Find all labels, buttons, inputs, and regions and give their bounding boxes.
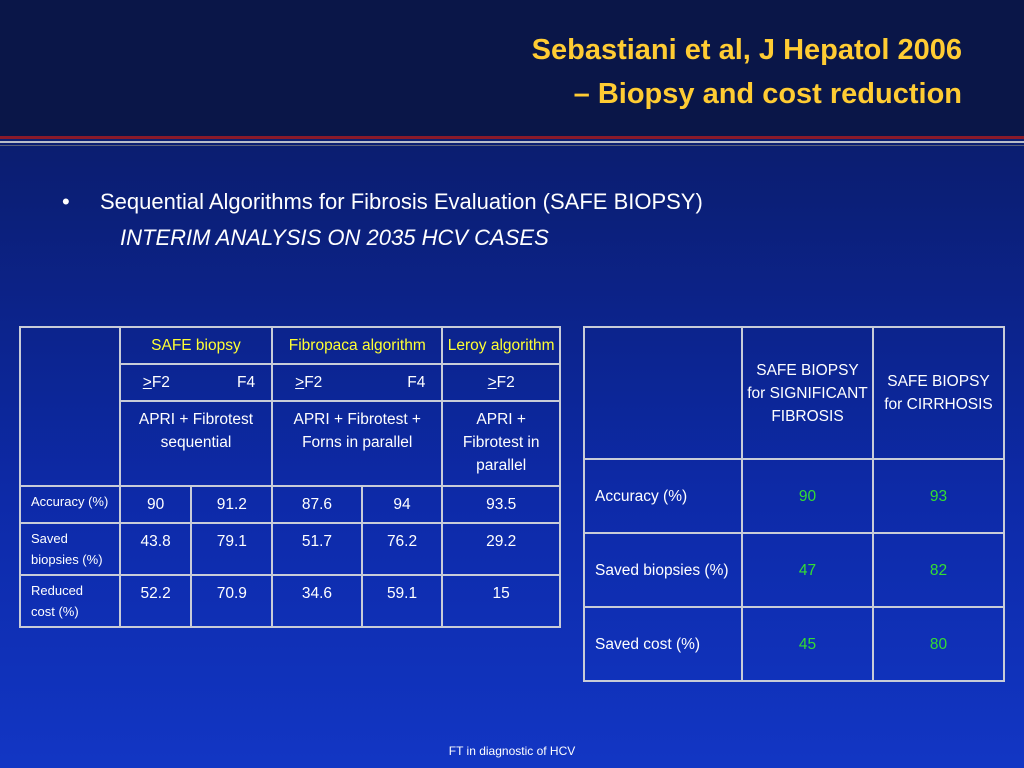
table-cell: 94 xyxy=(360,485,444,524)
threshold-safe: >F2 F4 xyxy=(118,363,274,402)
divider-silver xyxy=(0,141,1024,143)
table-cell: 79.1 xyxy=(190,522,274,576)
bullet-subtext: INTERIM ANALYSIS ON 2035 HCV CASES xyxy=(120,225,549,250)
row-label: Saved cost (%) xyxy=(583,606,743,682)
bullet-text: Sequential Algorithms for Fibrosis Evalu… xyxy=(100,189,703,214)
slide-title: Sebastiani et al, J Hepatol 2006 – Biops… xyxy=(532,28,962,116)
header-fibropaca: Fibropaca algorithm xyxy=(271,326,444,365)
table-threshold-row: >F2 F4 >F2 F4 >F2 xyxy=(20,363,561,402)
threshold-leroy: >F2 xyxy=(441,363,561,402)
table-cell: 76.2 xyxy=(360,522,444,576)
table-cell: 93 xyxy=(872,458,1005,534)
row-label: Accuracy (%) xyxy=(19,485,121,524)
header-leroy: Leroy algorithm xyxy=(441,326,561,365)
table-cell: 82 xyxy=(872,532,1005,608)
divider-red xyxy=(0,136,1024,139)
table-cell: 90 xyxy=(118,485,193,524)
threshold-label: F4 xyxy=(407,374,426,391)
table-cell: 70.9 xyxy=(190,574,274,628)
header-safe-biopsy: SAFE biopsy xyxy=(118,326,274,365)
safe-biopsy-results-table: SAFE BIOPSY for SIGNIFICANT FIBROSIS SAF… xyxy=(583,326,1005,682)
bullet-symbol: • xyxy=(62,189,70,214)
empty-corner-cell xyxy=(19,326,121,487)
threshold-label: F2 xyxy=(496,374,515,391)
algorithm-comparison-table: SAFE biopsy Fibropaca algorithm Leroy al… xyxy=(19,326,561,628)
empty-corner-cell xyxy=(583,326,743,460)
table-row: Saved biopsies (%) 47 82 xyxy=(583,532,1005,608)
table-row: Accuracy (%) 90 93 xyxy=(583,458,1005,534)
threshold-label: F4 xyxy=(237,374,256,391)
table-cell: 52.2 xyxy=(118,574,193,628)
header-cirrhosis: SAFE BIOPSY for CIRRHOSIS xyxy=(872,326,1005,460)
method-fibropaca: APRI + Fibrotest + Forns in parallel xyxy=(271,400,444,487)
slide-footer: FT in diagnostic of HCV xyxy=(448,744,576,758)
table-cell: 51.7 xyxy=(271,522,363,576)
method-safe: APRI + Fibrotest sequential xyxy=(118,400,274,487)
table-cell: 15 xyxy=(441,574,561,628)
table-row: Accuracy (%) 90 91.2 87.6 94 93.5 xyxy=(19,485,561,524)
table-cell: 43.8 xyxy=(118,522,193,576)
table-header-row: SAFE BIOPSY for SIGNIFICANT FIBROSIS SAF… xyxy=(583,326,1005,460)
table-cell: 90 xyxy=(741,458,874,534)
table-row: Saved biopsies (%) 43.8 79.1 51.7 76.2 2… xyxy=(19,522,561,576)
slide-title-line2: – Biopsy and cost reduction xyxy=(573,78,962,110)
table-cell: 47 xyxy=(741,532,874,608)
table-cell: 80 xyxy=(872,606,1005,682)
table-cell: 93.5 xyxy=(441,485,561,524)
threshold-label: F2 xyxy=(304,374,323,391)
slide-title-line1: Sebastiani et al, J Hepatol 2006 xyxy=(531,34,962,66)
row-label: Accuracy (%) xyxy=(583,458,743,534)
threshold-geq-sign: > xyxy=(295,374,305,391)
threshold-geq-sign: > xyxy=(487,374,497,391)
table-cell: 87.6 xyxy=(271,485,363,524)
header-significant-fibrosis: SAFE BIOPSY for SIGNIFICANT FIBROSIS xyxy=(741,326,874,460)
table-cell: 91.2 xyxy=(190,485,274,524)
row-label: Reduced cost (%) xyxy=(19,574,121,628)
row-label: Saved biopsies (%) xyxy=(19,522,121,576)
row-label: Saved biopsies (%) xyxy=(583,532,743,608)
header-band xyxy=(0,0,1024,136)
table-row: Saved cost (%) 45 80 xyxy=(583,606,1005,682)
threshold-label: F2 xyxy=(151,374,170,391)
table-method-row: APRI + Fibrotest sequential APRI + Fibro… xyxy=(20,400,561,487)
method-leroy: APRI + Fibrotest in parallel xyxy=(441,400,561,487)
threshold-geq-sign: > xyxy=(142,374,152,391)
table-cell: 34.6 xyxy=(271,574,363,628)
table-cell: 59.1 xyxy=(360,574,444,628)
divider-thin xyxy=(0,145,1024,146)
table-row: Reduced cost (%) 52.2 70.9 34.6 59.1 15 xyxy=(19,574,561,628)
table-cell: 45 xyxy=(741,606,874,682)
threshold-fibropaca: >F2 F4 xyxy=(271,363,444,402)
table-header-row: SAFE biopsy Fibropaca algorithm Leroy al… xyxy=(19,326,561,487)
table-cell: 29.2 xyxy=(441,522,561,576)
